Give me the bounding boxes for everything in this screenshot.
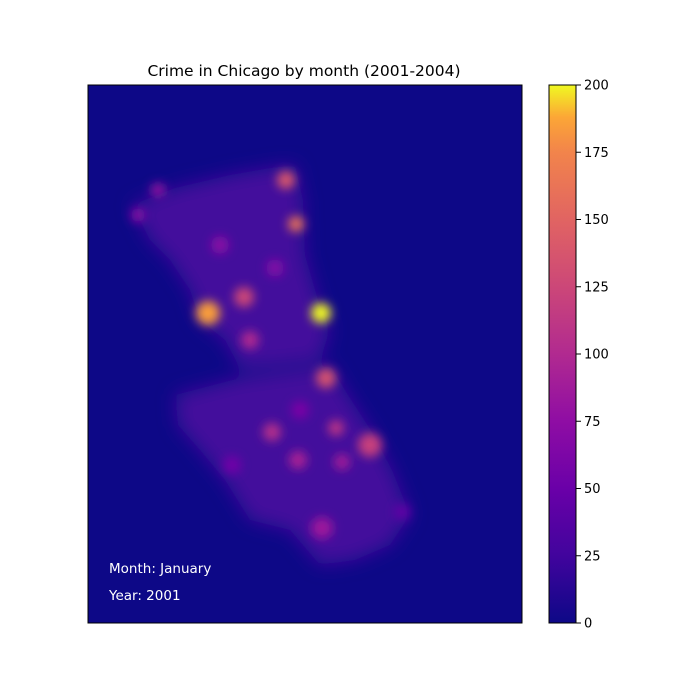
heatmap-hotspot [277, 171, 295, 189]
heatmap-hotspot [151, 183, 165, 197]
heatmap-hotspot [263, 423, 281, 441]
colorbar: 0 25 50 75 100 125 150 175 200 [548, 79, 609, 632]
heatmap-hotspot [394, 504, 410, 520]
heatmap-plot: Month: January Year: 2001 [87, 84, 523, 624]
colorbar-tick-label: 150 [584, 213, 609, 228]
colorbar-tick-label: 50 [584, 482, 601, 497]
colorbar-tick-label: 0 [584, 617, 592, 632]
heatmap-hotspot [241, 331, 259, 349]
heatmap-hotspot [211, 236, 229, 254]
heatmap-hotspot [311, 517, 333, 539]
colorbar-tick-label: 125 [584, 280, 609, 295]
colorbar-tick-label: 200 [584, 79, 609, 94]
colorbar-tick-label: 25 [584, 549, 601, 564]
plot-frame [87, 84, 523, 624]
colorbar-tick-label: 100 [584, 348, 609, 363]
heatmap-hotspot [328, 420, 344, 436]
heatmap-hotspot [291, 401, 309, 419]
heatmap-hotspot [223, 456, 241, 474]
chart-title: Crime in Chicago by month (2001-2004) [147, 62, 460, 80]
heatmap-hotspot [358, 433, 382, 457]
heatmap-hotspot [266, 259, 284, 277]
heatmap-hotspot [196, 301, 220, 325]
colorbar-tick-label: 75 [584, 415, 601, 430]
heatmap-hotspot [334, 454, 350, 470]
year-annotation: Year: 2001 [108, 588, 181, 604]
heatmap-hotspot [311, 303, 331, 323]
north-side-region [132, 165, 330, 368]
heatmap-hotspot [289, 451, 307, 469]
heatmap-hotspot [316, 368, 336, 388]
colorbar-tick-label: 175 [584, 146, 609, 161]
heatmap-hotspot [234, 287, 254, 307]
month-annotation: Month: January [109, 561, 211, 577]
heatmap-hotspot [288, 216, 304, 232]
heatmap-hotspot [131, 208, 145, 222]
colorbar-gradient [548, 84, 577, 624]
